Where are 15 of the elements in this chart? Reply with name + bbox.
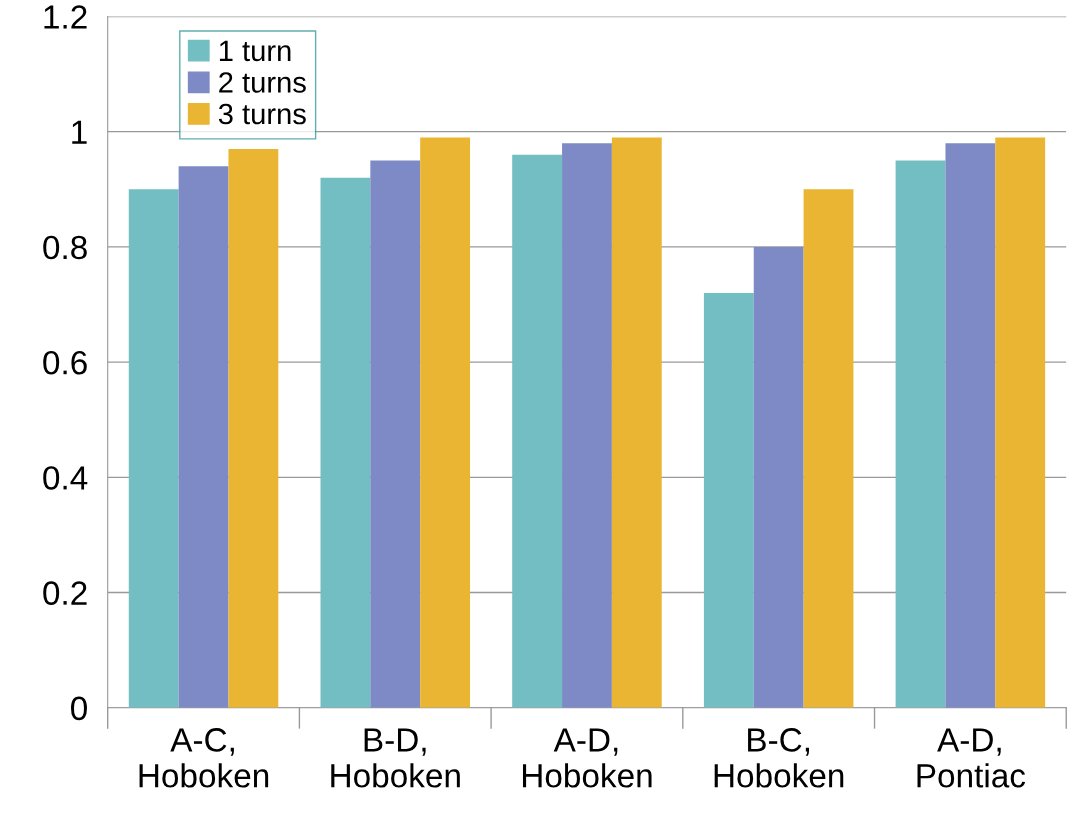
x-tick-label: A-D, Pontiac <box>917 728 1026 788</box>
y-tick-label: 0 <box>71 696 87 721</box>
y-tick-label: 1.2 <box>44 5 87 29</box>
x-tick-label: B-D, Hoboken <box>331 728 460 788</box>
y-tick-label: 0.4 <box>43 466 88 490</box>
y-tick-label: 0.6 <box>43 350 87 375</box>
y-tick-label: 0.8 <box>43 235 87 260</box>
x-tick-label: A-D, Hoboken <box>522 728 652 788</box>
y-tick-label: 0.2 <box>43 581 87 605</box>
y-tick-label: 1 <box>72 120 87 144</box>
x-tick-label: B-C, Hoboken <box>714 728 844 788</box>
legend-label: 3 turns <box>218 103 306 125</box>
x-tick-label: A-C, Hoboken <box>139 728 269 788</box>
legend-label: 1 turn <box>219 40 291 62</box>
legend-label: 2 turns <box>219 72 306 93</box>
